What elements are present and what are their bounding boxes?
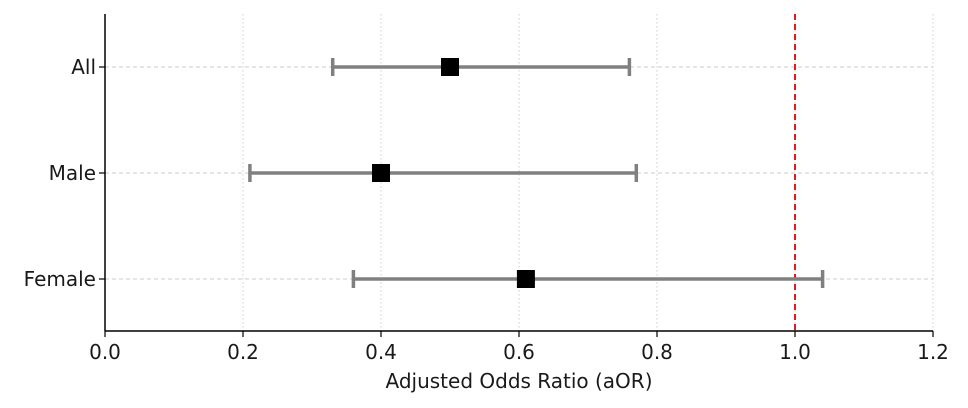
x-axis-title: Adjusted Odds Ratio (aOR) xyxy=(386,369,653,393)
x-tick-label: 0.8 xyxy=(641,340,673,364)
x-axis-ticks: 0.0 0.2 0.4 0.6 0.8 1.0 1.2 xyxy=(89,331,949,364)
y-axis-ticks: All Male Female xyxy=(24,55,105,291)
point-estimates xyxy=(372,58,535,288)
x-tick-label: 1.2 xyxy=(917,340,949,364)
x-tick-label: 0.4 xyxy=(365,340,397,364)
x-tick-label: 1.0 xyxy=(779,340,811,364)
x-tick-label: 0.2 xyxy=(227,340,259,364)
y-tick-label: Female xyxy=(24,267,96,291)
error-bars xyxy=(248,58,825,288)
point-estimate-marker xyxy=(441,58,459,76)
y-tick-label: All xyxy=(71,55,96,79)
x-tick-label: 0.0 xyxy=(89,340,121,364)
point-estimate-marker xyxy=(372,164,390,182)
point-estimate-marker xyxy=(516,270,535,288)
y-tick-label: Male xyxy=(49,161,96,185)
x-tick-label: 0.6 xyxy=(503,340,535,364)
